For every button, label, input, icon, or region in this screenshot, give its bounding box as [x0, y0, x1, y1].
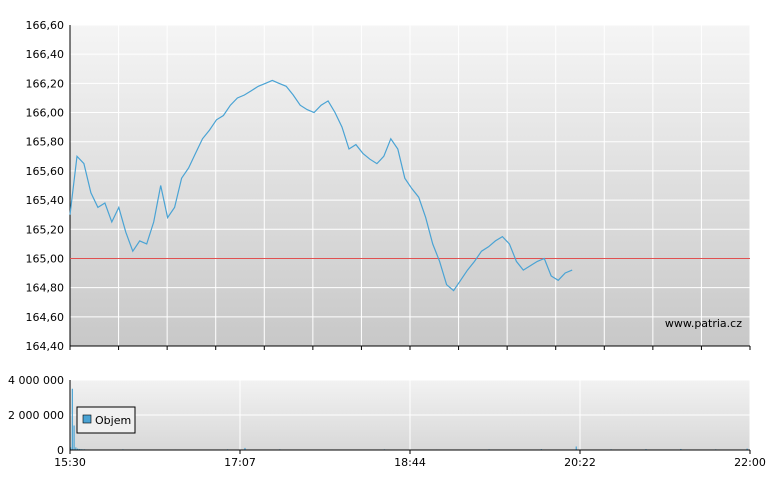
legend-label: Objem [95, 414, 131, 427]
volume-bar [75, 447, 77, 450]
legend: Objem [76, 406, 136, 434]
price-y-tick-label: 166,00 [26, 107, 65, 120]
volume-bar [575, 446, 577, 450]
legend-swatch [82, 414, 92, 424]
volume-x-axis: 15:30 17:07 18:44 20:22 22:00 [54, 450, 766, 469]
price-y-tick-label: 166,20 [26, 77, 65, 90]
volume-bar [680, 448, 682, 450]
volume-bar [244, 447, 246, 450]
volume-bar [70, 447, 72, 450]
volume-y-tick-label: 0 [57, 444, 64, 457]
volume-y-tick-label: 4 000 000 [8, 374, 64, 387]
x-tick-label: 15:30 [54, 456, 86, 469]
volume-y-axis: 0 2 000 000 4 000 000 [8, 374, 64, 457]
x-tick-label: 17:07 [224, 456, 256, 469]
price-grid [69, 24, 751, 347]
price-y-tick-label: 165,00 [26, 252, 65, 265]
volume-bar [746, 448, 748, 450]
price-y-tick-label: 164,40 [26, 340, 65, 353]
price-y-tick-label: 165,20 [26, 223, 65, 236]
price-y-axis: 164,40 164,60 164,80 165,00 165,20 165,40 165,… [26, 19, 65, 353]
price-y-tick-label: 165,40 [26, 194, 65, 207]
x-tick-label: 22:00 [734, 456, 766, 469]
price-y-tick-label: 166,40 [26, 48, 65, 61]
price-y-tick-label: 165,60 [26, 165, 65, 178]
x-tick-label: 20:22 [564, 456, 596, 469]
volume-bar [73, 425, 75, 450]
volume-bar [71, 388, 73, 450]
price-y-tick-label: 164,80 [26, 282, 65, 295]
volume-bar [76, 448, 79, 450]
watermark[interactable]: www.patria.cz [665, 317, 742, 330]
x-tick-label: 18:44 [394, 456, 426, 469]
price-y-tick-label: 164,60 [26, 311, 65, 324]
price-series-line [69, 79, 573, 292]
price-y-tick-label: 166,60 [26, 19, 65, 32]
volume-y-tick-label: 2 000 000 [8, 409, 64, 422]
price-y-tick-label: 165,80 [26, 136, 65, 149]
price-x-tick-marks [69, 346, 751, 350]
volume-bar [78, 448, 80, 450]
